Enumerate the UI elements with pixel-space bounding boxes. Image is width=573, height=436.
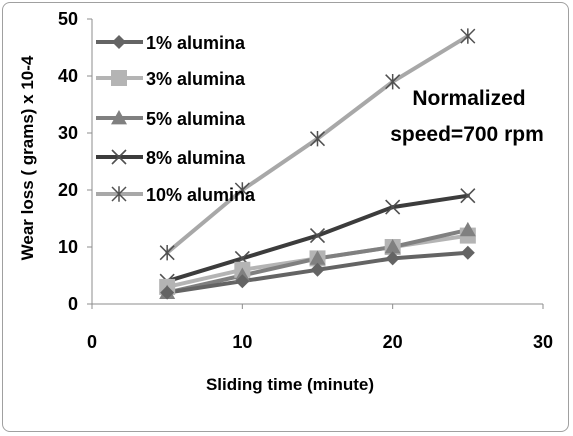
data-point: [459, 221, 476, 237]
data-point: [160, 285, 175, 300]
legend-label: 5% alumina: [146, 109, 246, 129]
data-point: [234, 182, 250, 198]
legend-swatch-marker: [111, 149, 127, 165]
y-tick-label: 10: [58, 237, 78, 257]
legend-swatch-marker: [111, 70, 127, 86]
legend-label: 8% alumina: [146, 148, 246, 168]
data-point: [159, 245, 175, 261]
x-tick-label: 30: [533, 332, 553, 352]
data-point: [385, 74, 401, 90]
legend-swatch-marker: [112, 35, 126, 49]
data-point: [460, 245, 475, 260]
legend-label: 10% alumina: [146, 185, 256, 205]
data-point: [309, 131, 326, 147]
x-tick-label: 10: [232, 332, 252, 352]
annotation-line-1: Normalized: [412, 87, 525, 110]
legend-label: 1% alumina: [146, 33, 246, 53]
data-point: [309, 250, 326, 265]
annotation-line-2: speed=700 rpm: [390, 123, 544, 146]
data-point: [385, 199, 401, 215]
y-tick-label: 40: [58, 66, 78, 86]
data-point: [384, 239, 401, 254]
x-tick-label: 20: [383, 332, 403, 352]
data-point: [385, 251, 400, 266]
y-tick-label: 30: [58, 123, 78, 143]
axes: 0 10 20 30 40 50 0 10 20 30: [58, 9, 553, 352]
y-axis-title: Wear loss ( grams) x 10-4: [18, 55, 37, 260]
data-point: [460, 28, 476, 44]
data-point: [309, 228, 326, 244]
chart-frame: [2, 2, 569, 432]
data-point: [235, 274, 250, 289]
legend-swatch-marker: [111, 110, 127, 125]
legend-swatch-marker: [111, 186, 127, 202]
series-markers: [159, 28, 476, 300]
x-tick-label: 0: [87, 332, 97, 352]
y-tick-label: 50: [58, 9, 78, 29]
legend-label: 3% alumina: [146, 69, 246, 89]
y-tick-label: 20: [58, 180, 78, 200]
data-point: [460, 188, 476, 204]
data-point: [310, 262, 325, 277]
y-tick-label: 0: [68, 294, 78, 314]
legend: 1% alumina 3% alumina 5% alumina 8% alumina…: [96, 33, 256, 205]
x-axis-title: Sliding time (minute): [206, 375, 374, 394]
